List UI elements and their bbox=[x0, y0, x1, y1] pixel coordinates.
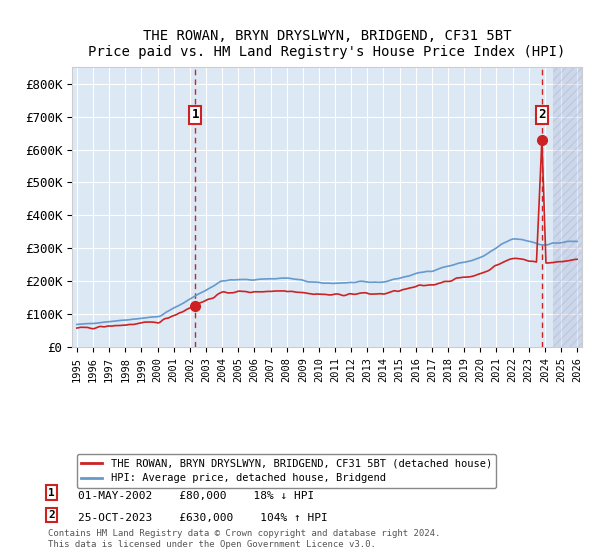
Text: 2: 2 bbox=[48, 510, 55, 520]
Title: THE ROWAN, BRYN DRYSLWYN, BRIDGEND, CF31 5BT
Price paid vs. HM Land Registry's H: THE ROWAN, BRYN DRYSLWYN, BRIDGEND, CF31… bbox=[88, 29, 566, 59]
Bar bbox=[553, 67, 582, 347]
Text: 2: 2 bbox=[538, 108, 546, 122]
Bar bbox=[553, 67, 582, 347]
Text: 01-MAY-2002    £80,000    18% ↓ HPI: 01-MAY-2002 £80,000 18% ↓ HPI bbox=[78, 491, 314, 501]
Text: Contains HM Land Registry data © Crown copyright and database right 2024.
This d: Contains HM Land Registry data © Crown c… bbox=[48, 529, 440, 549]
Legend: THE ROWAN, BRYN DRYSLWYN, BRIDGEND, CF31 5BT (detached house), HPI: Average pric: THE ROWAN, BRYN DRYSLWYN, BRIDGEND, CF31… bbox=[77, 454, 496, 488]
Text: 1: 1 bbox=[48, 488, 55, 498]
Text: 25-OCT-2023    £630,000    104% ↑ HPI: 25-OCT-2023 £630,000 104% ↑ HPI bbox=[78, 513, 328, 523]
Text: 1: 1 bbox=[191, 108, 199, 122]
